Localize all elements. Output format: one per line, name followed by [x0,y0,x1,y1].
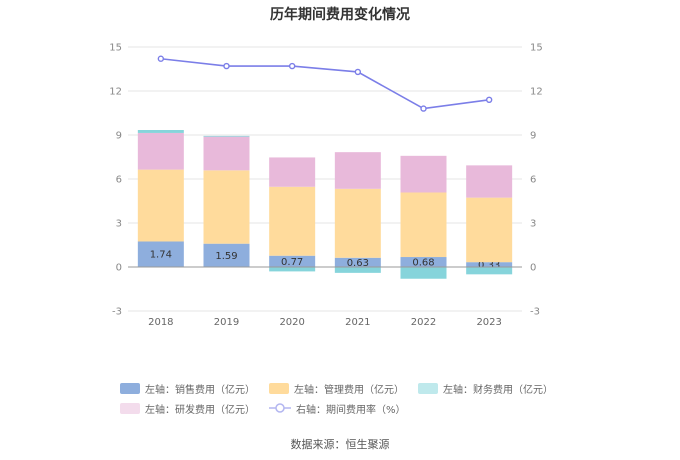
bar-admin-2021 [334,188,381,258]
y-right-tick-label: 12 [530,87,543,98]
legend-item-sales[interactable]: 左轴：销售费用（亿元） [120,381,255,396]
legend-item-rate[interactable]: 右轴：期间费用率（%） [269,401,406,416]
legend-label-sales: 左轴：销售费用（亿元） [145,384,255,396]
bar-admin-2019 [203,170,250,244]
legend-label-admin: 左轴：管理费用（亿元） [294,384,404,396]
legend-line-icon [269,403,291,413]
bar-sales-2023 [466,262,513,267]
line-expense-rate [160,57,490,110]
x-tick-label-2018: 2018 [148,317,173,328]
data-label-sales-2018: 1.74 [150,250,172,261]
data-label-sales-2022: 0.68 [412,258,434,269]
bar-finance-2023 [466,267,513,275]
bar-admin-2022 [400,192,447,258]
legend-item-rd[interactable]: 左轴：研发费用（亿元） [120,401,255,416]
bar-rd-2022 [400,155,447,193]
x-tick-label-2019: 2019 [214,317,239,328]
line-point-2018 [157,55,165,62]
y-right-tick-label: -3 [530,307,540,318]
bar-finance-2022 [400,267,447,279]
bar-rd-2021 [334,152,381,189]
legend-row-1: 左轴：销售费用（亿元） 左轴：管理费用（亿元） 左轴：财务费用（亿元） [120,378,560,398]
line-point-2022 [420,105,427,112]
bar-finance-2021 [334,267,381,273]
legend-swatch-finance [418,382,438,394]
bar-rd-2020 [269,157,316,187]
y-left-tick-label: 9 [116,131,122,142]
legend-item-finance[interactable]: 左轴：财务费用（亿元） [418,381,553,396]
bar-admin-2020 [269,186,316,256]
data-source: 数据来源：恒生聚源 [290,438,390,451]
bar-rd-2018 [137,132,184,170]
legend: 左轴：销售费用（亿元） 左轴：管理费用（亿元） 左轴：财务费用（亿元） 左轴：研… [120,378,560,418]
bar-sales-2022 [400,257,447,267]
line-point-2023 [485,96,493,104]
legend-swatch-rd [120,402,140,414]
data-label-sales-2023: 0.33 [478,260,500,271]
bar-admin-2023 [466,197,513,263]
data-label-sales-2021: 0.63 [347,258,369,269]
x-tick-label-2020: 2020 [279,317,304,328]
bar-sales-2020 [269,255,316,267]
bar-finance-2019 [203,135,250,137]
line-point-2019 [223,62,230,70]
line-point-2021 [354,68,362,76]
y-right-tick-label: 6 [530,175,536,186]
x-tick-label-2022: 2022 [411,317,436,328]
y-left-tick-label: -3 [112,307,122,318]
y-right-tick-label: 9 [530,131,536,142]
y-right-tick-label: 0 [530,263,536,274]
data-label-sales-2019: 1.59 [215,251,237,262]
bar-finance-2018 [137,130,184,133]
y-left-tick-label: 0 [116,263,122,274]
bar-sales-2018 [137,241,184,267]
line-point-2020 [288,62,296,70]
chart-title: 历年期间费用变化情况 [270,7,410,23]
y-left-tick-label: 6 [116,175,122,186]
chart-area: -3 0 3 6 9 12 15 -3 0 3 6 9 12 15 1.74 1.59 0.77 0.63 0.68… [109,43,543,329]
legend-label-finance: 左轴：财务费用（亿元） [443,384,553,396]
legend-swatch-admin [269,382,289,394]
bar-sales-2021 [334,257,381,267]
y-left-tick-label: 15 [109,43,122,54]
legend-row-2: 左轴：研发费用（亿元） 右轴：期间费用率（%） [120,398,560,418]
bar-admin-2018 [137,169,184,242]
legend-swatch-sales [120,382,140,394]
x-tick-label-2023: 2023 [476,317,501,328]
legend-item-admin[interactable]: 左轴：管理费用（亿元） [269,381,404,396]
bar-finance-2020 [269,267,316,272]
y-right-tick-label: 15 [530,43,543,54]
bar-rd-2019 [203,136,250,171]
y-left-tick-label: 3 [116,219,122,230]
legend-label-rate: 右轴：期间费用率（%） [296,404,406,416]
x-tick-label-2021: 2021 [345,317,370,328]
bar-sales-2019 [203,243,250,267]
bar-rd-2023 [466,165,513,198]
legend-label-rd: 左轴：研发费用（亿元） [145,404,255,416]
y-left-tick-label: 12 [109,87,122,98]
y-right-tick-label: 3 [530,219,536,230]
data-label-sales-2020: 0.77 [281,257,303,268]
